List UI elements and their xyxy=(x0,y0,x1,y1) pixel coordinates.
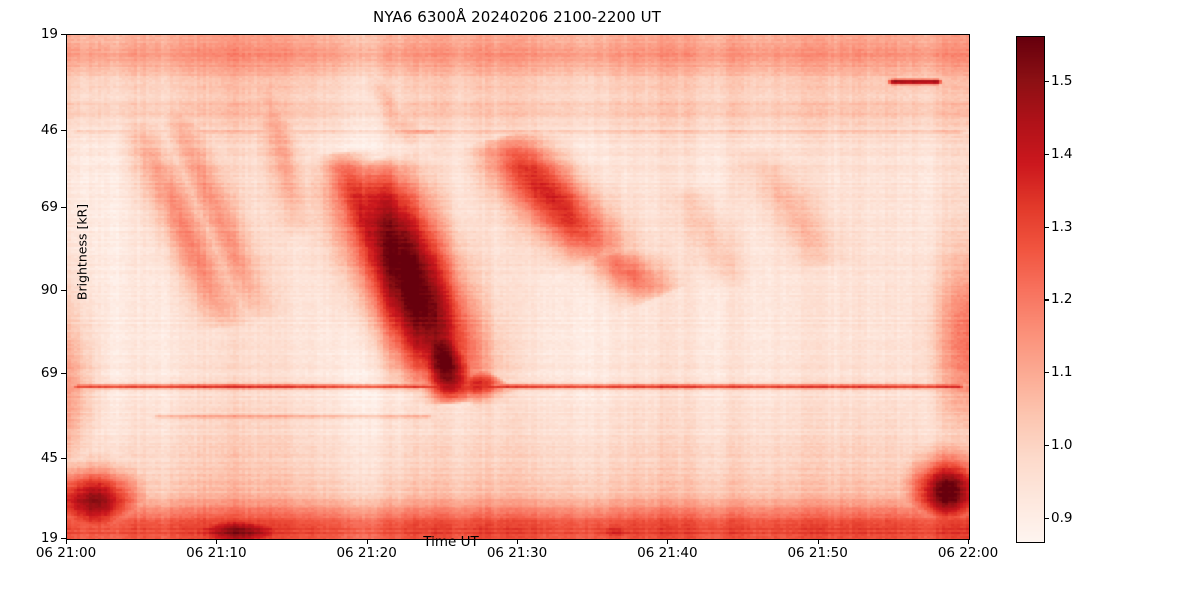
x-axis-tick-mark xyxy=(667,539,669,544)
y-axis-tick-label: 90 xyxy=(40,281,58,298)
colorbar-tick-label: 0.9 xyxy=(1051,509,1073,526)
x-axis-tick-label: 06 21:00 xyxy=(35,545,97,561)
colorbar-gradient xyxy=(1017,37,1044,542)
x-axis-tick-mark xyxy=(216,539,218,544)
x-axis-label: Time UT xyxy=(423,534,479,550)
colorbar-tick-label: 1.1 xyxy=(1051,364,1073,381)
colorbar-tick-label: 1.2 xyxy=(1051,291,1073,308)
keogram-heatmap[interactable] xyxy=(67,35,969,539)
y-axis-tick-mark xyxy=(61,34,66,36)
colorbar-tick-mark xyxy=(1044,81,1049,83)
y-axis-tick-mark xyxy=(61,372,66,375)
x-axis-tick-label: 06 21:30 xyxy=(486,545,548,561)
y-axis-tick-mark xyxy=(61,538,66,540)
x-axis-tick-label: 06 21:20 xyxy=(336,545,397,561)
x-axis-tick-label: 06 21:50 xyxy=(787,545,848,561)
x-axis-tick-label: 06 21:40 xyxy=(637,545,698,561)
colorbar-tick-label: 1.0 xyxy=(1051,436,1073,453)
y-axis-tick-mark xyxy=(61,207,66,209)
colorbar-tick-label: 1.4 xyxy=(1051,145,1073,162)
keogram-plot-area[interactable] xyxy=(66,34,970,540)
colorbar-tick-mark xyxy=(1044,226,1049,228)
colorbar-tick-mark xyxy=(1044,444,1049,447)
y-axis-tick-label: 46 xyxy=(40,122,58,138)
y-axis-tick-label: 19 xyxy=(40,530,58,546)
y-axis-tick-mark xyxy=(61,289,66,292)
x-axis-tick-label: 06 21:10 xyxy=(186,545,247,561)
colorbar[interactable] xyxy=(1016,36,1045,543)
colorbar-label: Brightness [kR] xyxy=(74,203,90,301)
x-axis-tick-mark xyxy=(968,539,970,544)
colorbar-tick-label: 1.5 xyxy=(1051,73,1073,90)
y-axis-tick-label: 45 xyxy=(40,450,58,466)
y-axis-tick-mark xyxy=(61,458,66,460)
y-axis-tick-label: 69 xyxy=(40,199,58,216)
colorbar-tick-mark xyxy=(1044,372,1049,374)
x-axis-tick-mark xyxy=(366,539,368,544)
y-axis-tick-label: 19 xyxy=(40,26,58,42)
page-title: NYA6 6300Å 20240206 2100-2200 UT xyxy=(373,8,661,26)
y-axis-tick-mark xyxy=(61,130,66,132)
colorbar-tick-mark xyxy=(1044,153,1049,155)
x-axis-tick-mark xyxy=(817,539,819,544)
colorbar-tick-mark xyxy=(1044,299,1049,301)
colorbar-tick-mark xyxy=(1044,517,1049,519)
x-axis-tick-label: 06 22:00 xyxy=(937,545,999,561)
x-axis-tick-mark xyxy=(66,539,68,544)
colorbar-tick-label: 1.3 xyxy=(1051,218,1073,235)
y-axis-tick-label: 69 xyxy=(40,364,58,381)
x-axis-tick-mark xyxy=(517,539,519,544)
